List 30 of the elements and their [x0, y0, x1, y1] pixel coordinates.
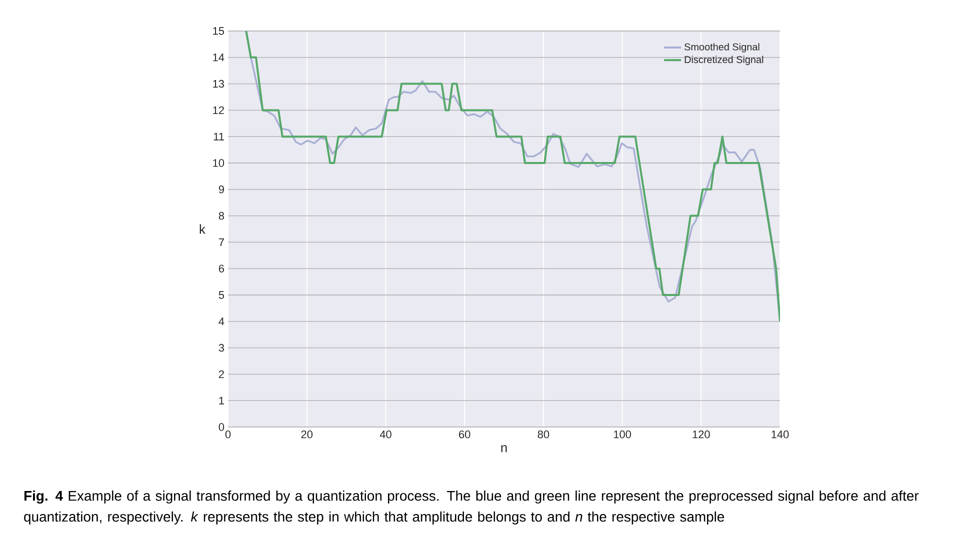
y-tick-label: 5 — [218, 291, 224, 299]
y-tick-label: 3 — [218, 344, 224, 352]
x-tick-label: 140 — [772, 430, 789, 438]
x-tick-label: 100 — [614, 430, 631, 438]
y-tick-label: 7 — [218, 238, 224, 246]
y-tick-label: 6 — [218, 264, 224, 272]
y-tick-label: 4 — [218, 318, 224, 326]
y-tick-label: 0 — [218, 423, 224, 431]
x-tick-label: 80 — [538, 430, 550, 438]
y-tick-label: 11 — [214, 132, 224, 140]
y-tick-label: 2 — [218, 370, 224, 378]
line-series — [245, 30, 780, 322]
legend-label: Smoothed Signal — [684, 43, 760, 52]
y-tick-label: 15 — [213, 27, 224, 35]
x-tick-label: 60 — [459, 430, 470, 438]
text: Fig. 4 Example of a signal transformed by a quantization process. The blue and green line represent the preprocessed signal before and after quantization, respectively. k represents the step in which that amplitude belongs to and n the respective sample — [24, 490, 919, 524]
x-tick-label: 40 — [380, 430, 392, 438]
y-axis-title: k — [200, 224, 206, 234]
legend-label: Discretized Signal — [684, 56, 764, 66]
x-tick-label: 20 — [301, 430, 313, 438]
y-tick-label: 1 — [219, 396, 224, 404]
y-tick-label: 12 — [213, 106, 224, 114]
y-tick-label: 10 — [213, 159, 224, 167]
x-tick-label: 120 — [692, 430, 710, 438]
y-tick-label: 9 — [218, 186, 224, 194]
x-axis-title: n — [501, 445, 507, 452]
y-tick-label: 13 — [213, 80, 224, 88]
y-tick-label: 14 — [213, 54, 224, 62]
x-tick-label: 0 — [225, 430, 231, 438]
y-tick-label: 8 — [218, 212, 224, 220]
